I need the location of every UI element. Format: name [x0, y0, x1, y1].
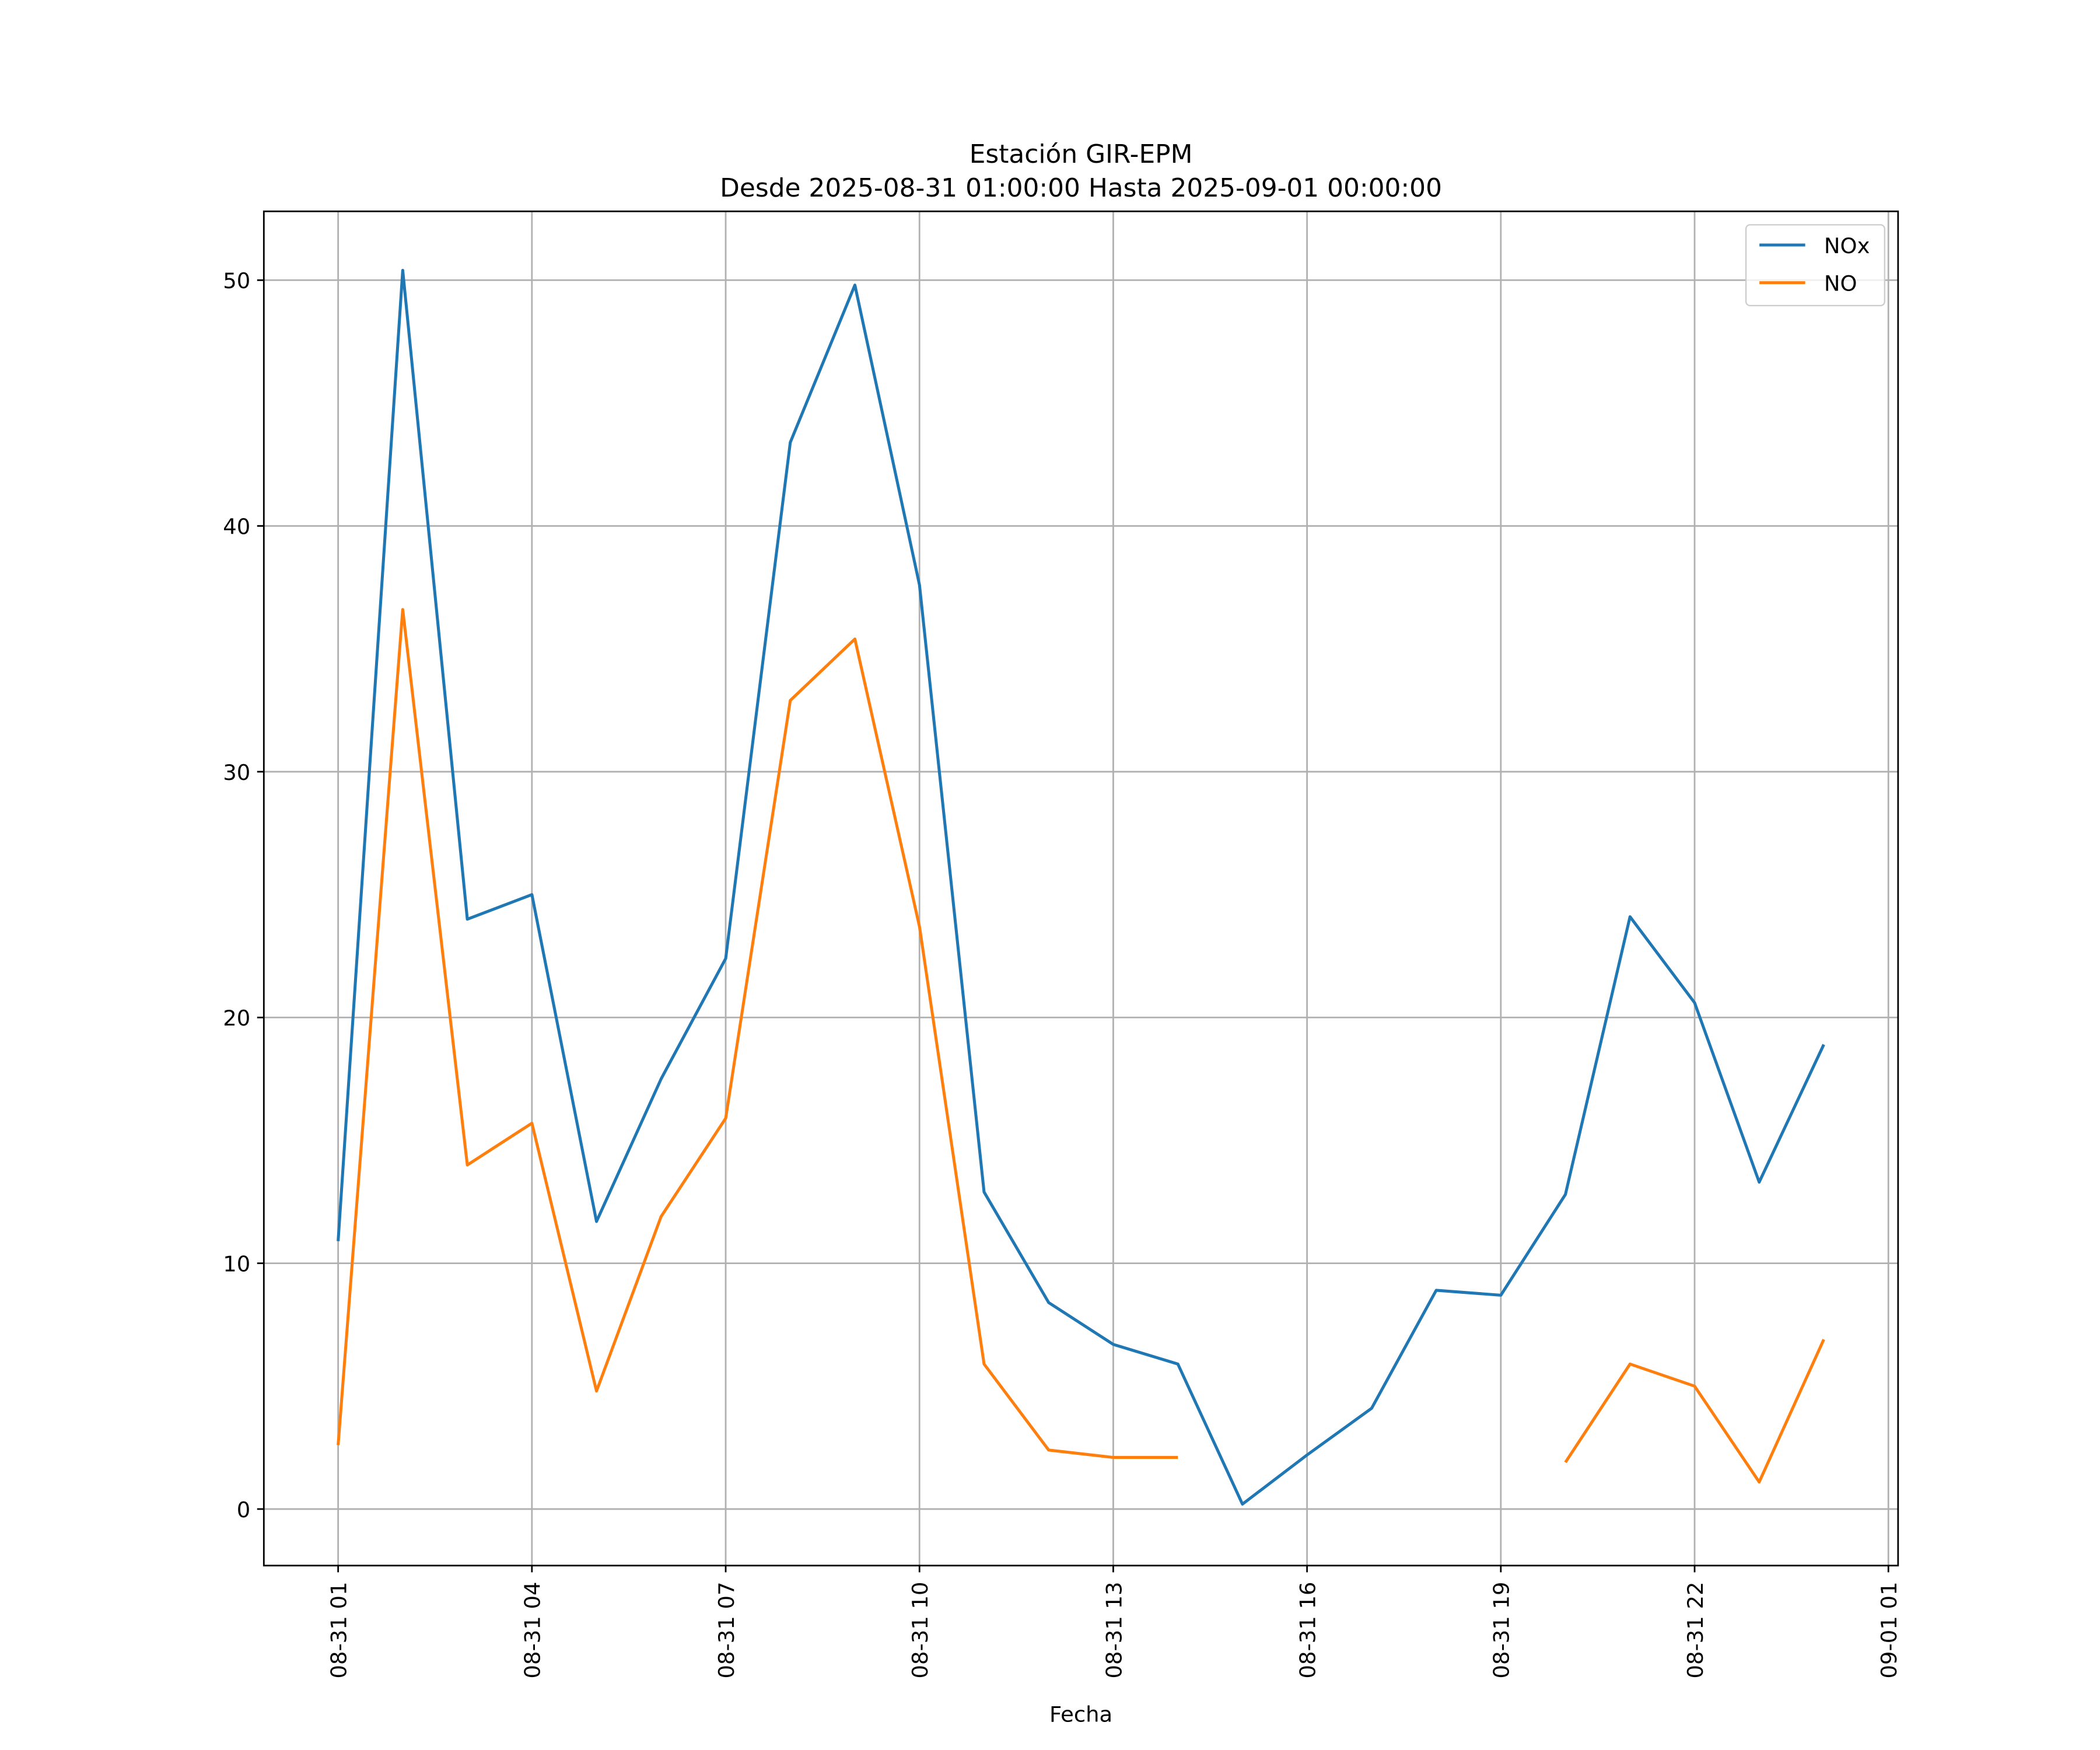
chart-subtitle: Desde 2025-08-31 01:00:00 Hasta 2025-09-… — [720, 173, 1442, 203]
x-tick-label: 08-31 16 — [1295, 1582, 1320, 1679]
chart-title: Estación GIR-EPM — [970, 139, 1193, 169]
data-line — [337, 608, 1825, 1484]
y-tick-label: 10 — [223, 1251, 250, 1276]
x-axis-label: Fecha — [1049, 1702, 1112, 1727]
x-tick-label: 08-31 22 — [1683, 1582, 1708, 1679]
x-tick-label: 08-31 04 — [520, 1582, 545, 1679]
y-tick-label: 20 — [223, 1006, 250, 1031]
legend: NOx NO — [1745, 224, 1885, 306]
y-tick-label: 30 — [223, 760, 250, 785]
x-tick-label: 08-31 10 — [908, 1582, 933, 1679]
y-tick-label: 50 — [223, 268, 250, 293]
y-tick-label: 0 — [237, 1497, 250, 1522]
legend-label: NOx — [1824, 233, 1870, 258]
x-tick-label: 08-31 19 — [1489, 1582, 1514, 1679]
x-tick-label: 08-31 01 — [326, 1582, 351, 1679]
x-tick-label: 08-31 07 — [714, 1582, 739, 1679]
x-tick-label: 09-01 01 — [1877, 1582, 1902, 1679]
y-tick-label: 40 — [223, 514, 250, 539]
plot-frame — [262, 210, 1899, 1567]
legend-label: NO — [1824, 271, 1857, 296]
x-tick-label: 08-31 13 — [1101, 1582, 1126, 1679]
data-line — [337, 268, 1825, 1506]
